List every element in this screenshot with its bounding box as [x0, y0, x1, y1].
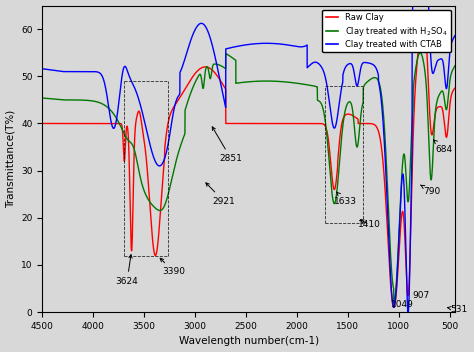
Text: 2851: 2851 — [212, 127, 242, 163]
Text: 1410: 1410 — [358, 220, 381, 229]
Y-axis label: Transmittance(T%): Transmittance(T%) — [6, 110, 16, 208]
Text: 790: 790 — [420, 185, 440, 196]
Text: 1633: 1633 — [334, 192, 356, 206]
Text: 3390: 3390 — [160, 258, 185, 276]
Legend: Raw Clay, Clay treated with H$_2$SO$_4$, Clay treated with CTAB: Raw Clay, Clay treated with H$_2$SO$_4$,… — [322, 10, 451, 52]
Text: 2921: 2921 — [206, 183, 235, 206]
Text: 3624: 3624 — [116, 254, 138, 286]
Text: 684: 684 — [434, 140, 453, 154]
Text: 531: 531 — [447, 305, 468, 314]
Text: 907: 907 — [412, 291, 429, 300]
Text: 1049: 1049 — [391, 301, 413, 309]
X-axis label: Wavelength number(cm-1): Wavelength number(cm-1) — [179, 337, 319, 346]
